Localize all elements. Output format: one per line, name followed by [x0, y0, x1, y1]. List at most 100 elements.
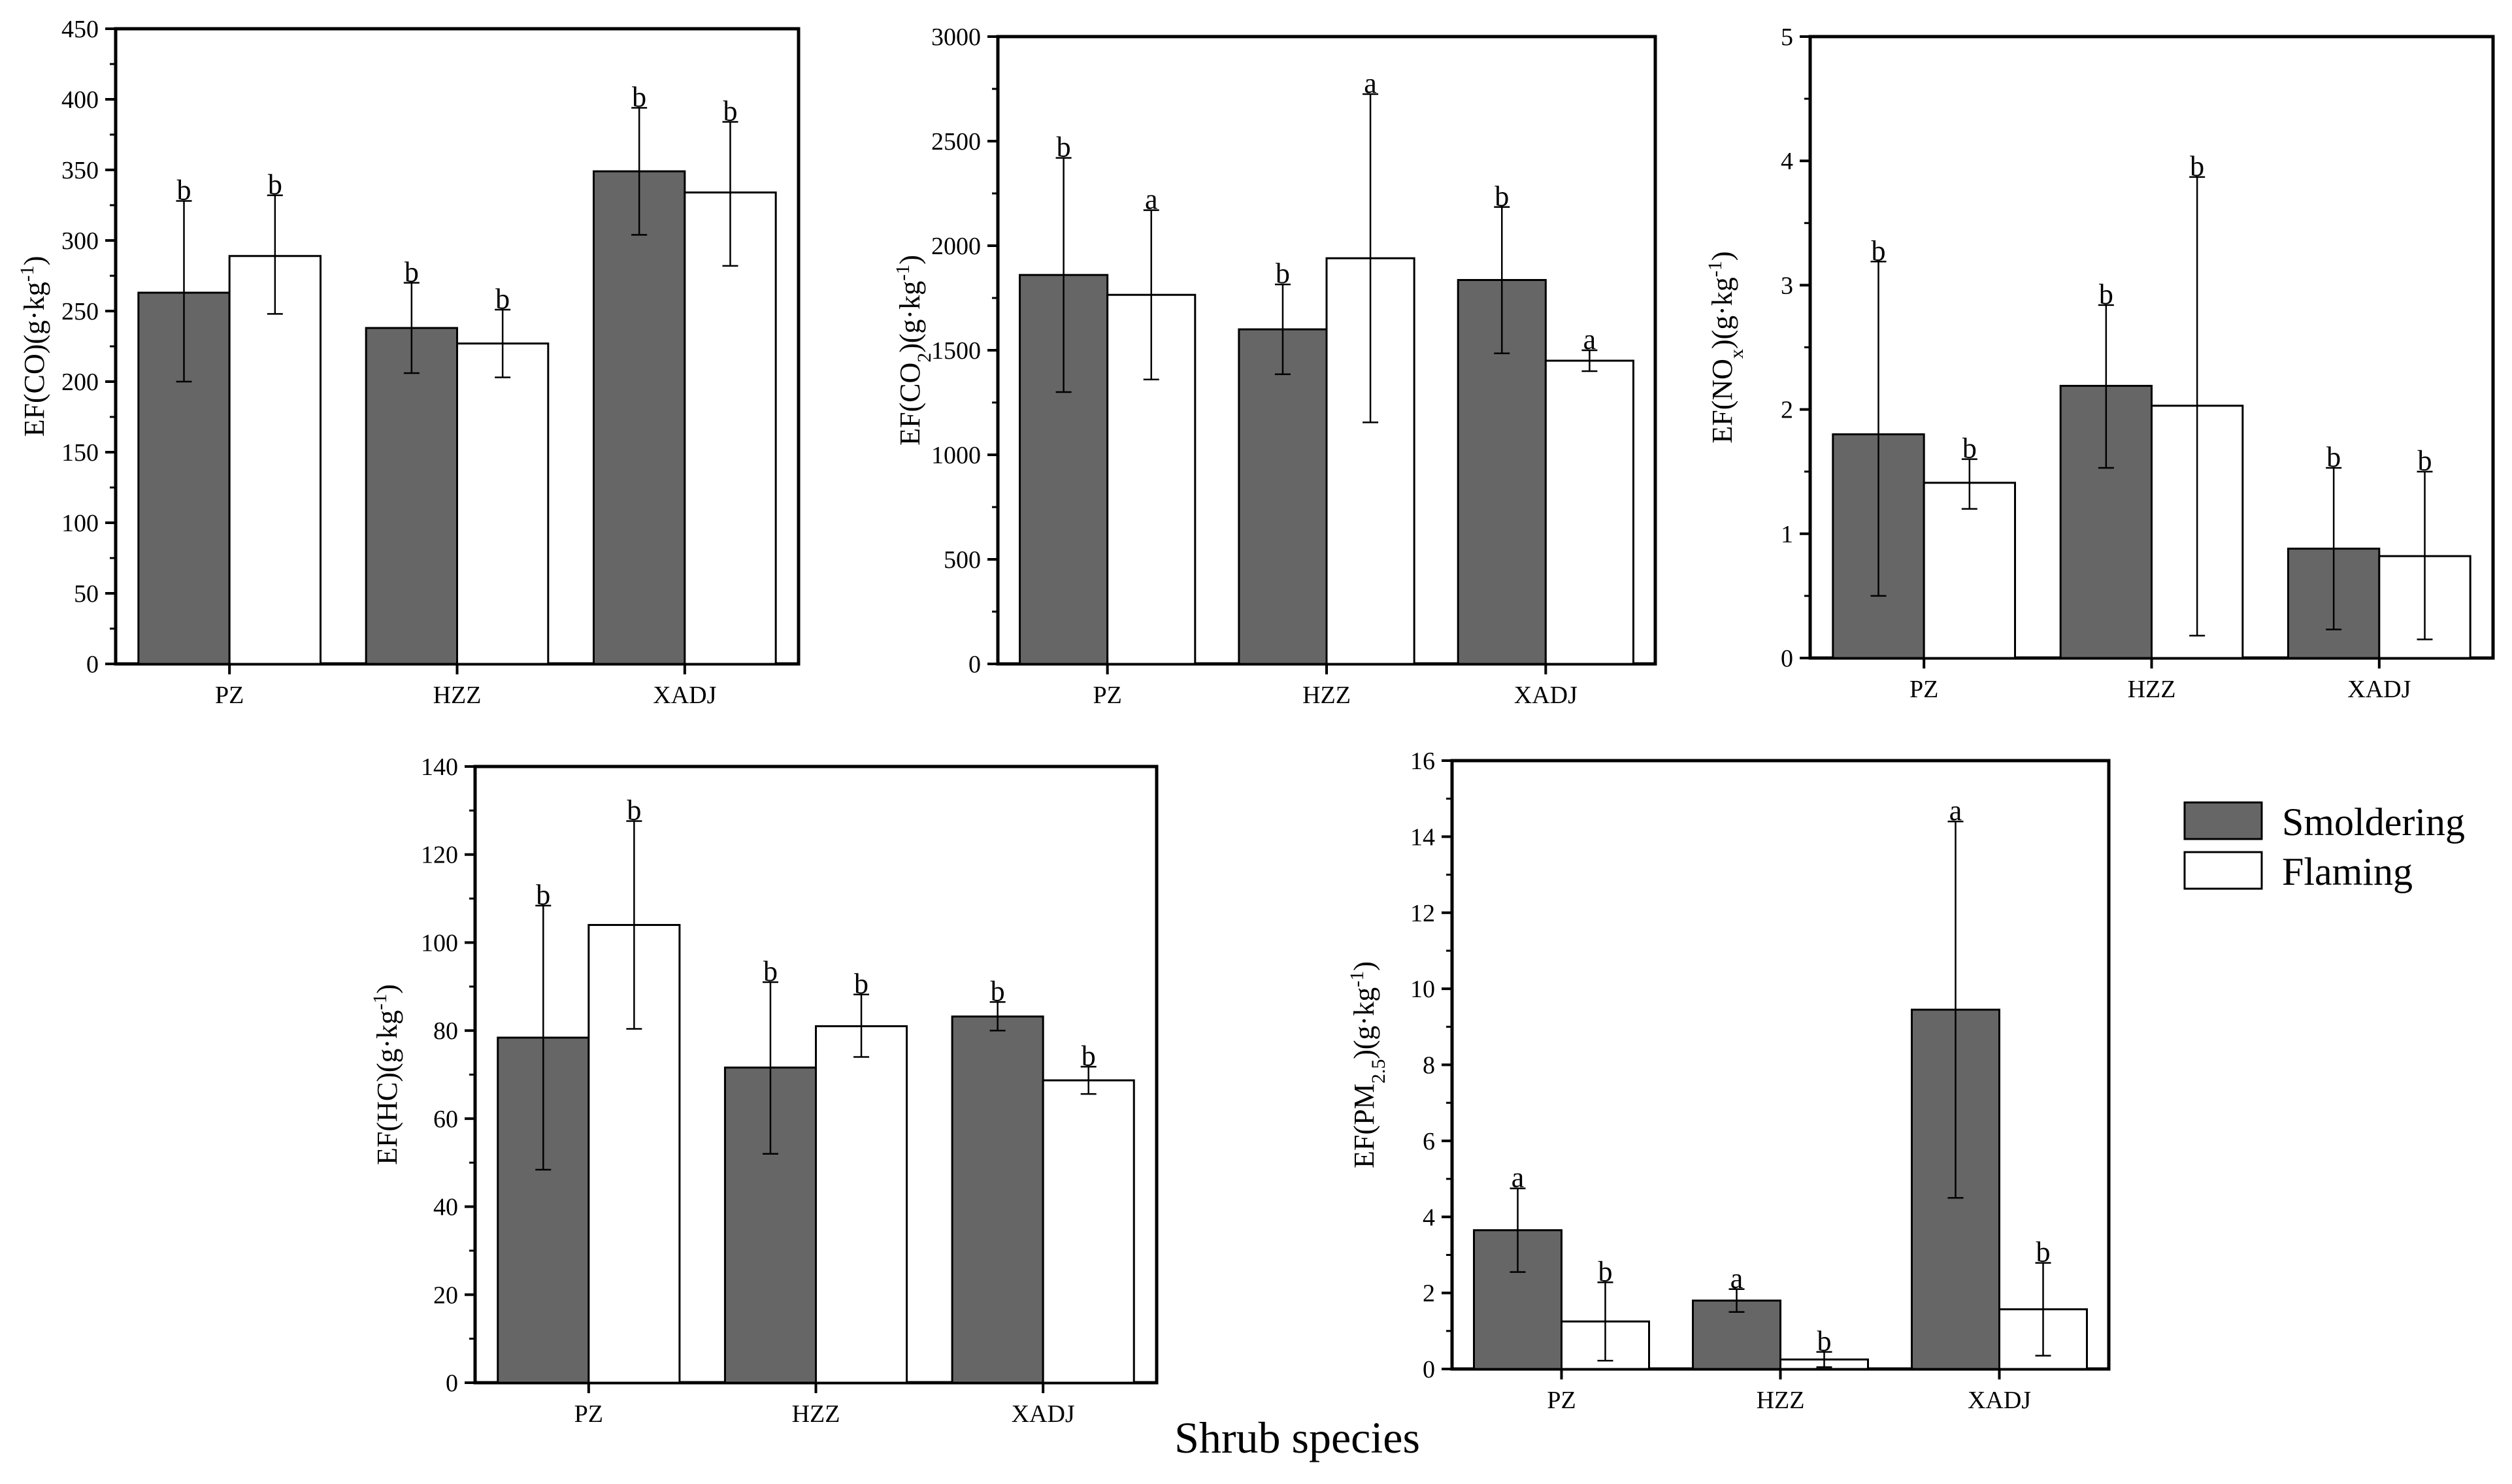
x-tick-label-pz: PZ — [574, 1400, 603, 1428]
y-tick-label: 8 — [1423, 1052, 1435, 1080]
y-tick-label: 100 — [61, 510, 99, 537]
x-tick-label-pz: PZ — [1909, 676, 1938, 703]
y-tick-label: 40 — [433, 1194, 458, 1221]
y-tick-label: 14 — [1410, 823, 1435, 851]
y-tick-label: 3000 — [931, 24, 981, 51]
significance-label: b — [2036, 1236, 2051, 1268]
significance-label: b — [2326, 441, 2341, 473]
significance-label: b — [495, 283, 510, 315]
significance-label: b — [1872, 235, 1886, 267]
x-tick-label-xadj: XADJ — [1968, 1387, 2031, 1414]
significance-label: b — [177, 174, 191, 206]
chart-1: 0 50 100 150 200 250 300 350 400 450 EF(CO)(g·kg-1… — [16, 16, 801, 709]
significance-label: b — [763, 955, 778, 987]
y-tick-label: 20 — [433, 1281, 458, 1309]
significance-label: b — [2418, 445, 2432, 477]
x-tick-label-xadj: XADJ — [653, 682, 716, 709]
significance-label: a — [1949, 795, 1962, 827]
chart-2: 0 500 1000 1500 2000 2500 3000 EF(CO2)(g·kg-1) P… — [892, 24, 1657, 709]
significance-label: b — [1276, 257, 1290, 289]
y-tick-label: 350 — [61, 157, 99, 184]
y-tick-label: 16 — [1410, 748, 1435, 775]
significance-label: a — [1512, 1162, 1525, 1194]
legend: Smoldering Flaming — [2183, 800, 2465, 893]
y-tick-label: 6 — [1423, 1128, 1435, 1155]
significance-label: b — [723, 95, 738, 127]
x-tick-label-pz: PZ — [1547, 1387, 1576, 1414]
bar-flaming-xadj — [1544, 359, 1634, 665]
y-tick-label: 400 — [61, 86, 99, 114]
y-tick-label: 150 — [61, 439, 99, 467]
bar-flaming-xadj — [684, 191, 777, 665]
y-tick-label: 50 — [74, 580, 99, 608]
legend-label-smoldering: Smoldering — [2282, 800, 2465, 844]
y-tick-label: 200 — [61, 369, 99, 396]
significance-label: b — [1082, 1040, 1096, 1072]
x-tick-label-xadj: XADJ — [2347, 676, 2411, 703]
y-tick-label: 1000 — [931, 442, 981, 469]
charts-layer: 050100150200250300350400450EF(CO)(g·kg-1… — [16, 16, 2495, 1428]
y-tick-label: 100 — [421, 929, 458, 957]
y-tick-label: 5 — [1781, 24, 1793, 51]
y-tick-label: 0 — [446, 1370, 458, 1397]
x-tick-label-xadj: XADJ — [1514, 682, 1578, 709]
y-tick-label: 12 — [1410, 900, 1435, 927]
significance-label: a — [1145, 184, 1158, 216]
x-tick-label-hzz: HZZ — [1757, 1387, 1805, 1414]
chart-4: 0 20 40 60 80 100 120 140 EF(HC)(g·kg-1) PZ b b HZZ b… — [369, 753, 1159, 1428]
y-tick-label: 0 — [1781, 645, 1793, 672]
bar-smoldering-hzz — [1238, 328, 1328, 665]
significance-label: b — [632, 81, 646, 113]
y-tick-label: 4 — [1781, 148, 1793, 175]
bar-flaming-pz — [1923, 482, 2017, 659]
y-tick-label: 450 — [61, 16, 99, 43]
significance-label: b — [2190, 150, 2204, 182]
y-tick-label: 0 — [86, 651, 99, 678]
significance-label: a — [1364, 67, 1377, 99]
significance-label: a — [1730, 1262, 1744, 1294]
bar-smoldering-xadj — [593, 170, 686, 665]
y-tick-label: 500 — [944, 546, 981, 574]
y-tick-label: 140 — [421, 753, 458, 781]
y-tick-label: 250 — [61, 298, 99, 325]
x-tick-label-hzz: HZZ — [1302, 682, 1351, 709]
bar-flaming-xadj — [1042, 1079, 1135, 1384]
x-tick-label-hzz: HZZ — [433, 682, 482, 709]
y-tick-label: 0 — [1423, 1356, 1435, 1383]
significance-label: b — [1817, 1325, 1832, 1357]
significance-label: b — [1057, 131, 1071, 163]
y-tick-label: 4 — [1423, 1204, 1435, 1231]
x-tick-label-hzz: HZZ — [2128, 676, 2176, 703]
x-tick-label-xadj: XADJ — [1012, 1400, 1075, 1428]
x-tick-label-pz: PZ — [215, 682, 244, 709]
significance-label: b — [991, 975, 1005, 1007]
x-axis-title: Shrub species — [1174, 1413, 1420, 1462]
bar-flaming-hzz — [815, 1025, 908, 1384]
y-tick-label: 0 — [968, 651, 981, 678]
y-axis-title: EF(HC)(g·kg-1) — [369, 984, 404, 1165]
x-tick-label-pz: PZ — [1093, 682, 1121, 709]
bar-flaming-hzz — [456, 342, 550, 665]
significance-label: b — [1598, 1255, 1613, 1287]
y-tick-label: 1500 — [931, 337, 981, 365]
y-tick-label: 2500 — [931, 128, 981, 156]
y-tick-label: 60 — [433, 1106, 458, 1133]
bar-smoldering-hzz — [365, 327, 459, 665]
significance-label: b — [854, 968, 868, 1000]
significance-label: b — [1962, 433, 1977, 465]
legend-swatch-smoldering — [2183, 801, 2263, 840]
chart-3: 0 1 2 3 4 5 EF(NOx)(g·kg-1) PZ b b HZZ b b XADJ b b — [1704, 24, 2495, 703]
x-tick-label-hzz: HZZ — [792, 1400, 840, 1428]
chart-5: 0 2 4 6 8 10 12 14 16 EF(PM2.5)(g·kg-1) PZ a b HZZ a b X… — [1346, 748, 2111, 1414]
significance-label: b — [405, 256, 419, 288]
y-axis-title: EF(NOx)(g·kg-1) — [1704, 251, 1747, 443]
significance-label: b — [2099, 278, 2113, 310]
bar-smoldering-xadj — [951, 1015, 1044, 1384]
y-tick-label: 2 — [1423, 1280, 1435, 1308]
significance-label: b — [268, 169, 282, 201]
legend-label-flaming: Flaming — [2282, 850, 2413, 893]
legend-swatch-flaming — [2183, 851, 2263, 890]
y-tick-label: 1 — [1781, 521, 1793, 548]
y-tick-label: 10 — [1410, 976, 1435, 1003]
y-axis-title: EF(CO)(g·kg-1) — [16, 256, 51, 437]
